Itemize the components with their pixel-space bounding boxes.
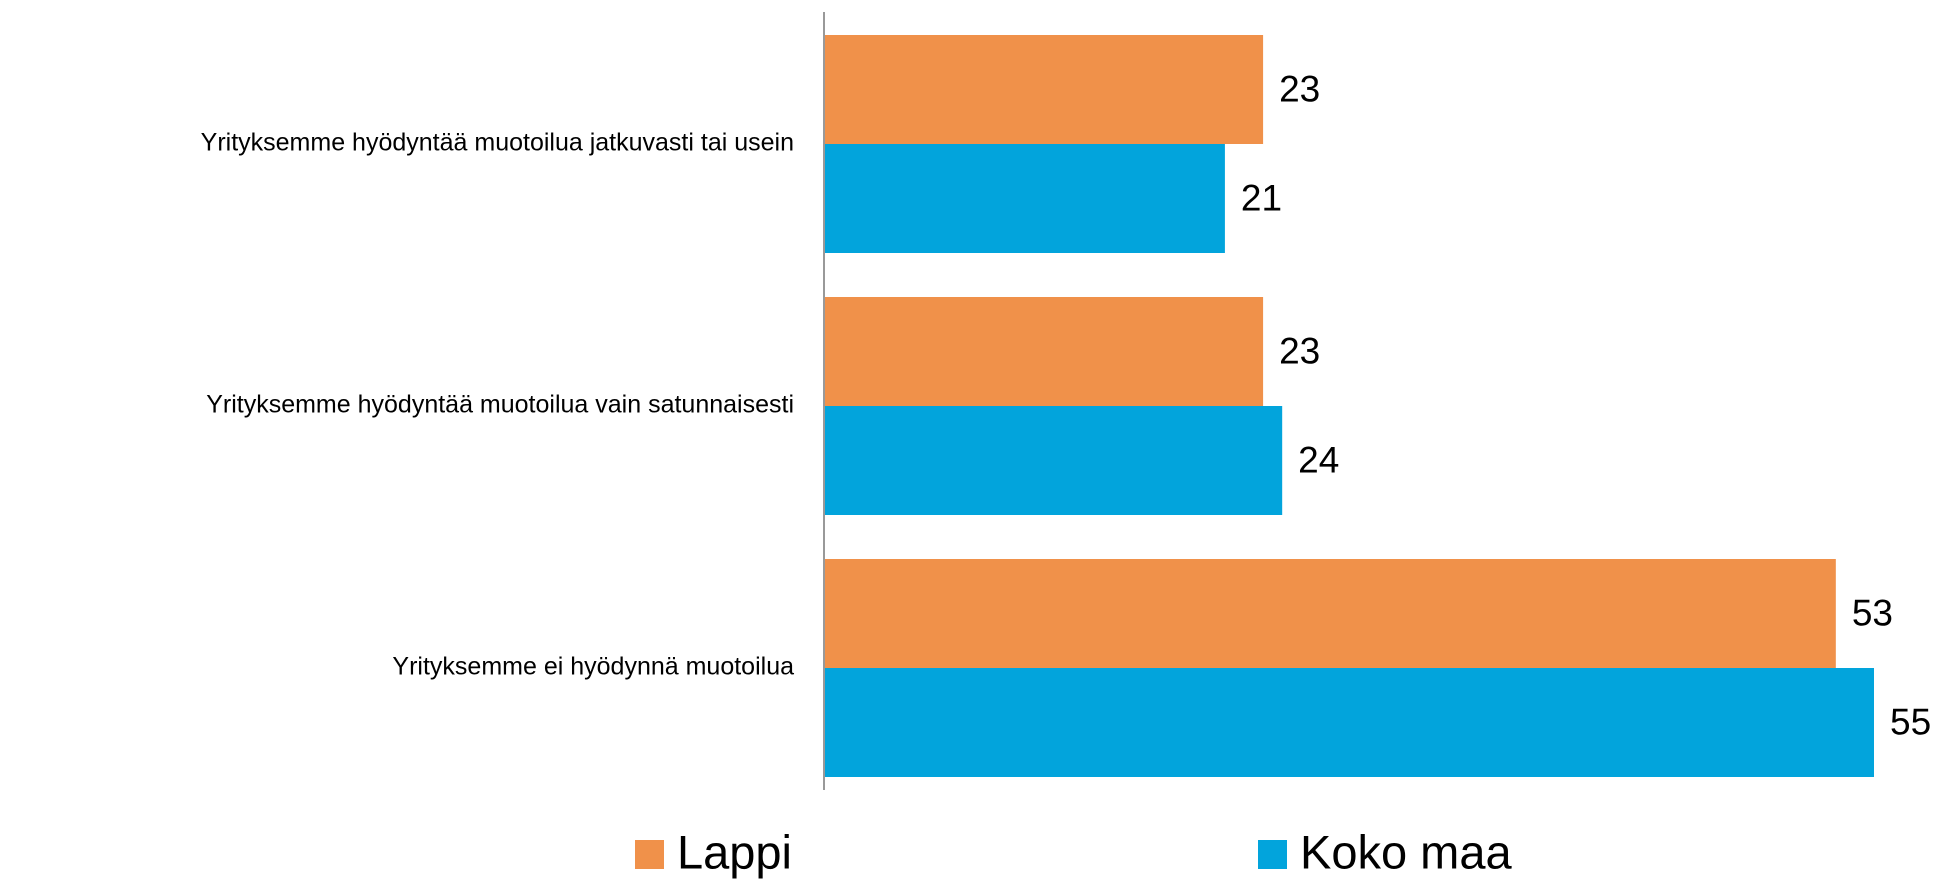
bar xyxy=(824,297,1264,406)
category-label: Yrityksemme hyödyntää muotoilua jatkuvas… xyxy=(201,129,794,157)
bar xyxy=(824,35,1264,144)
value-label: 21 xyxy=(1241,177,1282,218)
category-label: Yrityksemme hyödyntää muotoilua vain sat… xyxy=(206,391,794,419)
legend-label: Koko maa xyxy=(1300,825,1512,878)
bar xyxy=(824,406,1283,515)
bar xyxy=(824,668,1874,777)
legend-swatch xyxy=(1258,840,1287,869)
value-label: 23 xyxy=(1279,330,1320,371)
value-label: 23 xyxy=(1279,68,1320,109)
value-label: 53 xyxy=(1852,592,1893,633)
legend-label: Lappi xyxy=(677,825,792,878)
value-label: 24 xyxy=(1298,439,1339,480)
bar xyxy=(824,559,1836,668)
category-label: Yrityksemme ei hyödynnä muotoilua xyxy=(392,653,794,681)
bar xyxy=(824,144,1225,253)
legend-swatch xyxy=(635,840,664,869)
value-label: 55 xyxy=(1890,701,1931,742)
